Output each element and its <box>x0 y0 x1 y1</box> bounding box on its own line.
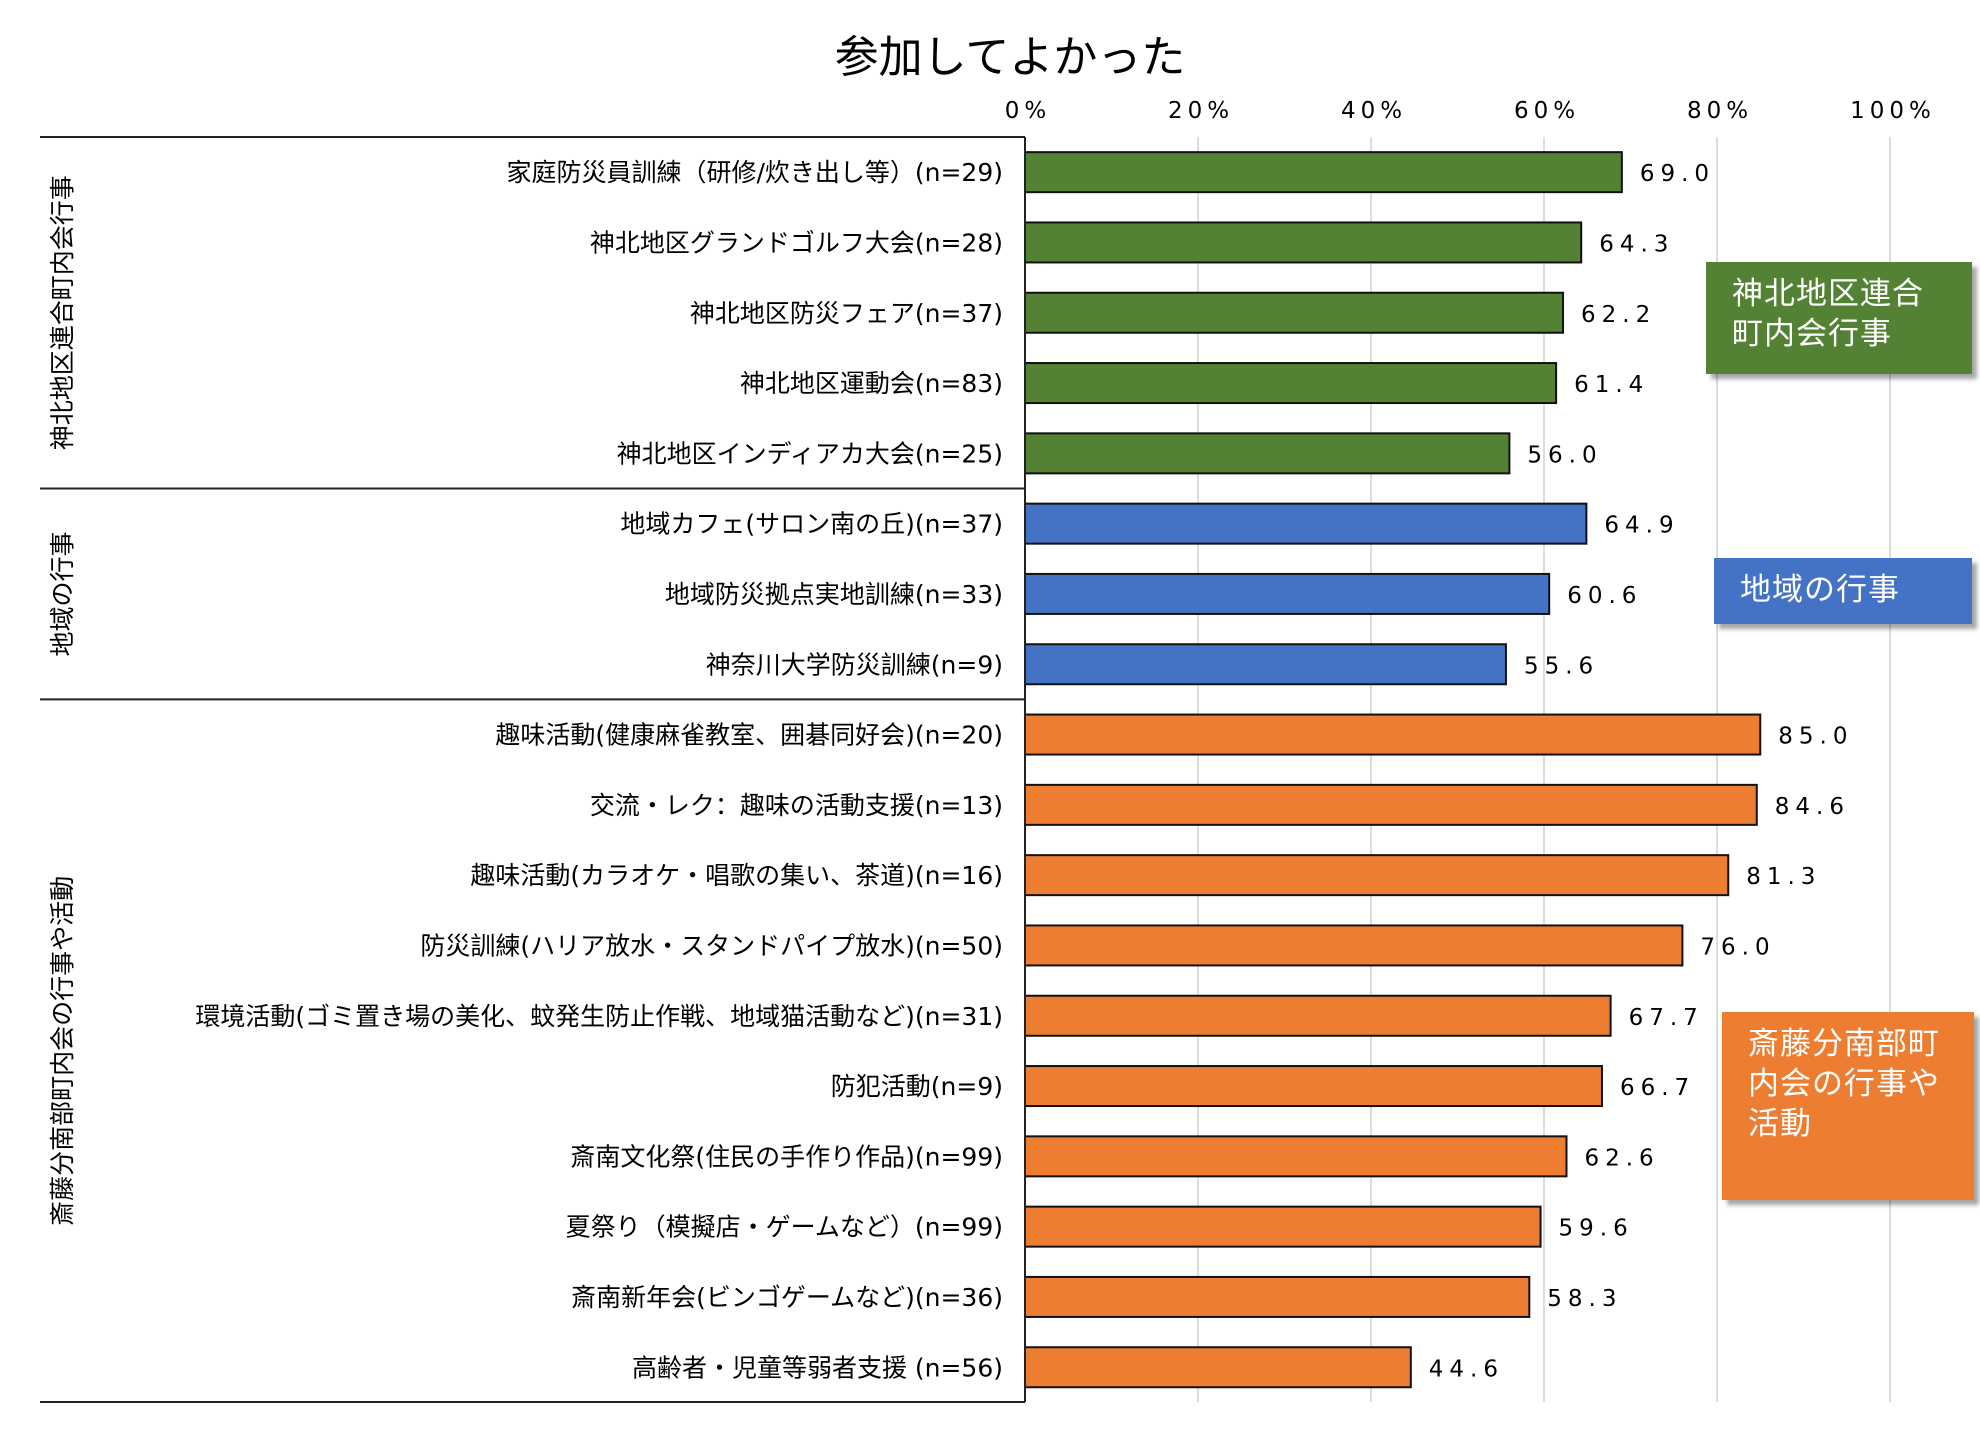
category-label: 地域カフェ(サロン南の丘)(n=37) <box>620 510 1003 539</box>
value-label: 59.6 <box>1559 1216 1634 1242</box>
category-label: 地域防災拠点実地訓練(n=33) <box>665 580 1003 609</box>
bar <box>1024 1135 1568 1178</box>
bar <box>1024 713 1762 756</box>
bar <box>1024 854 1730 897</box>
category-label: 神北地区防災フェア(n=37) <box>690 299 1003 328</box>
x-tick-label: 60% <box>1514 98 1580 124</box>
group-callout: 神北地区連合町内会行事 <box>1706 262 1972 374</box>
value-label: 60.6 <box>1567 583 1642 609</box>
category-label: 家庭防災員訓練（研修/炊き出し等）(n=29) <box>506 158 1003 187</box>
group-label: 地域の行事 <box>48 531 77 656</box>
category-label: 神北地区インディアカ大会(n=25) <box>617 439 1003 468</box>
bar <box>1024 432 1511 475</box>
value-label: 56.0 <box>1527 442 1602 468</box>
bar <box>1024 1275 1531 1318</box>
x-tick-label: 0% <box>1005 98 1052 124</box>
bar <box>1024 1065 1603 1108</box>
category-label: 神奈川大学防災訓練(n=9) <box>706 650 1003 679</box>
category-label: 交流・レク：趣味の活動支援(n=13) <box>590 791 1003 820</box>
bar <box>1024 151 1623 194</box>
category-label: 防犯活動(n=9) <box>831 1072 1003 1101</box>
value-label: 62.6 <box>1584 1145 1659 1171</box>
x-tick-label: 20% <box>1168 98 1234 124</box>
bar <box>1024 291 1565 334</box>
category-label: 高齢者・児童等弱者支援 (n=56) <box>632 1353 1003 1382</box>
value-label: 61.4 <box>1574 372 1649 398</box>
value-label: 67.7 <box>1629 1005 1704 1031</box>
value-label: 84.6 <box>1775 794 1850 820</box>
bar <box>1024 994 1612 1037</box>
group-label: 斎藤分南部町内会の行事や活動 <box>48 876 77 1226</box>
bar <box>1024 572 1551 615</box>
category-label: 環境活動(ゴミ置き場の美化、蚊発生防止作戦、地域猫活動など)(n=31) <box>195 1002 1003 1031</box>
value-label: 64.3 <box>1599 231 1674 257</box>
value-label: 55.6 <box>1524 653 1599 679</box>
category-label: 斎南文化祭(住民の手作り作品)(n=99) <box>570 1142 1003 1171</box>
value-label: 64.9 <box>1604 513 1679 539</box>
category-label: 神北地区運動会(n=83) <box>740 369 1003 398</box>
value-label: 69.0 <box>1640 161 1715 187</box>
bar <box>1024 924 1684 967</box>
bar <box>1024 362 1558 405</box>
x-tick-label: 40% <box>1341 98 1407 124</box>
value-label: 62.2 <box>1581 302 1656 328</box>
x-tick-label: 100% <box>1850 98 1936 124</box>
value-label: 76.0 <box>1700 934 1775 960</box>
category-label: 斎南新年会(ビンゴゲームなど)(n=36) <box>571 1283 1003 1312</box>
category-label: 趣味活動(健康麻雀教室、囲碁同好会)(n=20) <box>495 721 1003 750</box>
chart-title: 参加してよかった <box>835 32 1186 83</box>
bar <box>1024 783 1758 826</box>
group-label: 神北地区連合町内会行事 <box>48 175 77 450</box>
value-label: 85.0 <box>1778 724 1853 750</box>
bar <box>1024 1205 1542 1248</box>
bar <box>1024 502 1588 545</box>
group-callout: 斎藤分南部町内会の行事や活動 <box>1722 1012 1974 1200</box>
category-label: 神北地区グランドゴルフ大会(n=28) <box>590 228 1003 257</box>
value-label: 81.3 <box>1746 864 1821 890</box>
value-label: 66.7 <box>1620 1075 1695 1101</box>
bar <box>1024 221 1583 264</box>
bar <box>1024 643 1507 686</box>
x-tick-label: 80% <box>1687 98 1753 124</box>
category-label: 防災訓練(ハリア放水・スタンドパイプ放水)(n=50) <box>420 931 1003 960</box>
group-callout: 地域の行事 <box>1714 558 1972 624</box>
bar <box>1024 1346 1412 1389</box>
value-label: 44.6 <box>1429 1356 1504 1382</box>
category-label: 夏祭り（模擬店・ゲームなど）(n=99) <box>566 1213 1003 1242</box>
value-label: 58.3 <box>1547 1286 1622 1312</box>
category-label: 趣味活動(カラオケ・唱歌の集い、茶道)(n=16) <box>470 861 1003 890</box>
